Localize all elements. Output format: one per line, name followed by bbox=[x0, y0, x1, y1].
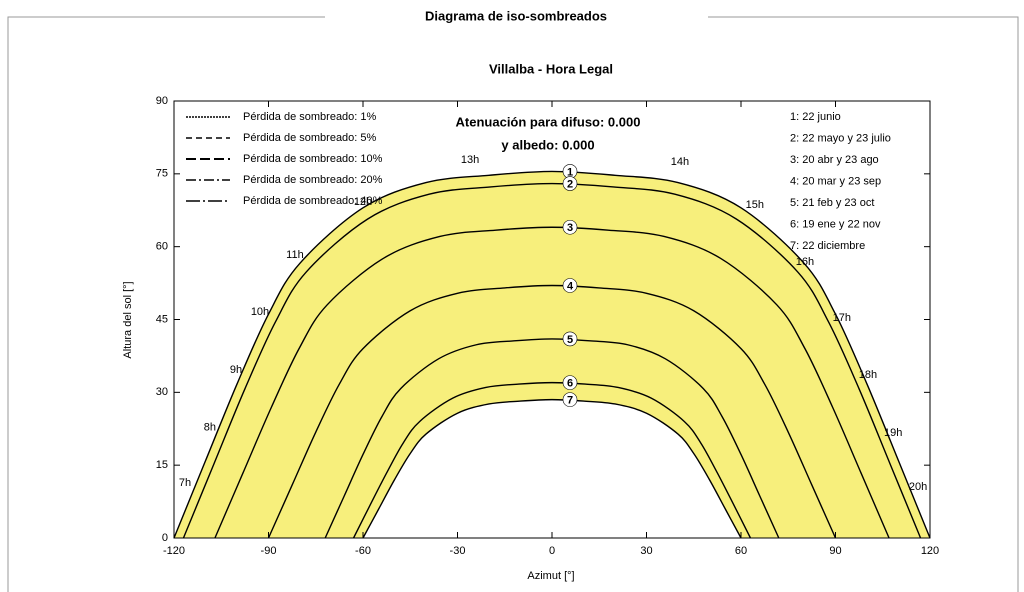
curve-marker bbox=[562, 278, 578, 293]
y-tick-label: 75 bbox=[156, 168, 168, 180]
hour-label: 14h bbox=[671, 156, 689, 168]
y-tick-label: 45 bbox=[156, 313, 168, 325]
hour-label: 19h bbox=[884, 427, 902, 439]
legend-entry: 3: 20 abr y 23 ago bbox=[790, 154, 879, 166]
loss-legend-label: Pérdida de sombreado: 10% bbox=[243, 153, 383, 165]
curve-marker-label: 1 bbox=[567, 166, 573, 178]
curve-marker bbox=[562, 176, 578, 191]
curve-marker-label: 6 bbox=[567, 378, 573, 390]
curve-marker-label: 3 bbox=[567, 222, 573, 234]
annotation: Atenuación para difuso: 0.000 bbox=[456, 114, 641, 129]
sun-band bbox=[174, 171, 930, 538]
y-axis-label: Altura del sol [°] bbox=[122, 281, 134, 358]
hour-label: 16h bbox=[796, 256, 814, 268]
curve-marker bbox=[562, 331, 578, 347]
curve-marker-label: 7 bbox=[567, 395, 573, 407]
hour-label: 13h bbox=[461, 154, 479, 166]
curve-marker bbox=[562, 219, 578, 235]
loss-legend-label: Pérdida de sombreado: 1% bbox=[243, 111, 377, 123]
x-tick-label: 30 bbox=[640, 545, 652, 557]
curve-marker bbox=[562, 392, 578, 407]
plot-area: 12 3 4 5 6 7 7h 8h 9h 10h 11h 12h 13h 14h 15h 16h 17h 18h… bbox=[173, 154, 931, 539]
x-tick-label: -30 bbox=[450, 545, 466, 557]
y-tick-label: 90 bbox=[156, 95, 168, 107]
y-tick-label: 15 bbox=[156, 459, 168, 471]
hour-label: 8h bbox=[204, 422, 216, 434]
curve-marker-label: 2 bbox=[567, 178, 573, 190]
sun-path bbox=[182, 182, 922, 539]
y-tick-label: 60 bbox=[156, 241, 168, 253]
x-tick-label: -120 bbox=[163, 545, 185, 557]
legend-entry: 7: 22 diciembre bbox=[790, 240, 865, 252]
legend-entry: 2: 22 mayo y 23 julio bbox=[790, 132, 891, 144]
loss-legend bbox=[186, 116, 230, 202]
hour-label: 15h bbox=[746, 199, 764, 211]
hour-label: 18h bbox=[859, 369, 877, 381]
annotation: y albedo: 0.000 bbox=[501, 137, 594, 152]
x-tick-label: -60 bbox=[355, 545, 371, 557]
legend-entry: 5: 21 feb y 23 oct bbox=[790, 197, 874, 209]
hour-label: 7h bbox=[179, 477, 191, 489]
hour-label: 9h bbox=[230, 364, 242, 376]
hour-label: 12h bbox=[354, 196, 372, 208]
panel-title: Diagrama de iso-sombreados bbox=[425, 8, 607, 23]
x-tick-label: -90 bbox=[261, 545, 277, 557]
sun-path bbox=[214, 226, 890, 539]
loss-legend-label: Pérdida de sombreado: 5% bbox=[243, 132, 377, 144]
sun-path bbox=[362, 398, 742, 539]
sun-path bbox=[267, 284, 837, 539]
legend-entry: 1: 22 junio bbox=[790, 111, 841, 123]
y-tick-label: 30 bbox=[156, 386, 168, 398]
curve-marker-label: 5 bbox=[567, 334, 573, 346]
x-tick-label: 90 bbox=[829, 545, 841, 557]
x-axis-label: Azimut [°] bbox=[527, 570, 574, 582]
hour-label: 20h bbox=[909, 481, 927, 493]
loss-legend-label: Pérdida de sombreado: 40% bbox=[243, 195, 383, 207]
curve-marker bbox=[562, 375, 578, 390]
legend-entry: 4: 20 mar y 23 sep bbox=[790, 175, 881, 187]
hour-label: 10h bbox=[251, 306, 269, 318]
hour-label: 11h bbox=[286, 249, 304, 261]
x-tick-label: 120 bbox=[921, 545, 939, 557]
sun-path bbox=[324, 338, 780, 539]
sun-path bbox=[173, 170, 931, 539]
curve-marker-label: 4 bbox=[567, 280, 574, 292]
panel-frame bbox=[7, 16, 1019, 592]
legend-entry: 6: 19 ene y 22 nov bbox=[790, 218, 881, 230]
x-tick-label: 0 bbox=[549, 545, 555, 557]
hour-label: 17h bbox=[833, 312, 851, 324]
loss-legend-label: Pérdida de sombreado: 20% bbox=[243, 174, 383, 186]
y-tick-label: 0 bbox=[162, 532, 168, 544]
x-tick-label: 60 bbox=[735, 545, 747, 557]
sun-path bbox=[352, 381, 752, 539]
chart-title: Villalba - Hora Legal bbox=[489, 61, 613, 76]
